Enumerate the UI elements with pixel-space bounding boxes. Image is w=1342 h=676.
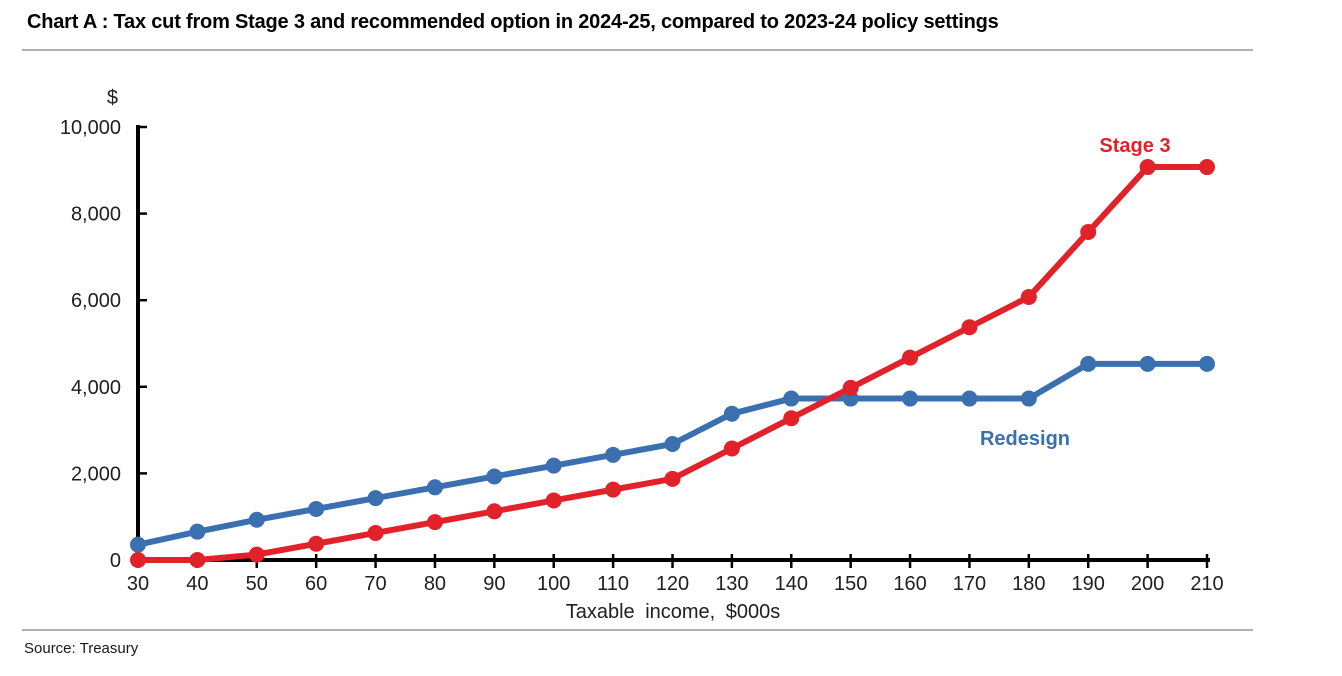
data-point-redesign [1020,390,1037,407]
data-point-stage-3 [248,546,265,563]
top-divider [22,49,1253,51]
data-point-redesign [189,523,206,540]
data-point-stage-3 [605,481,622,498]
x-tick-label: 130 [715,573,748,595]
data-point-stage-3 [1080,224,1097,241]
data-point-stage-3 [486,503,503,520]
x-tick-label: 50 [246,573,268,595]
x-tick-label: 200 [1131,573,1164,595]
y-tick-label: 6,000 [71,290,121,312]
x-tick-label: 150 [834,573,867,595]
x-axis-title: Taxable income, $000s [565,601,781,623]
series-line-redesign [135,360,1210,548]
data-point-stage-3 [426,514,443,531]
x-tick-label: 210 [1190,573,1223,595]
source-note: Source: Treasury [24,640,139,657]
data-point-stage-3 [1199,159,1215,176]
data-point-stage-3 [189,552,206,568]
x-tick-label: 80 [424,573,446,595]
data-point-stage-3 [367,524,384,541]
y-tick-label: 4,000 [71,377,121,399]
data-point-stage-3 [723,440,740,457]
data-point-redesign [545,457,562,474]
x-tick-label: 170 [953,573,986,595]
y-axis-unit-label: $ [106,87,118,109]
x-tick-label: 160 [893,573,926,595]
data-point-stage-3 [902,349,919,366]
y-tick-label: 2,000 [71,463,121,485]
data-point-redesign [723,405,740,422]
x-tick-label: 120 [656,573,689,595]
data-point-redesign [308,500,325,517]
data-point-redesign [1199,355,1215,372]
data-point-stage-3 [961,319,978,336]
data-point-redesign [664,435,681,452]
data-point-redesign [902,390,919,407]
data-point-stage-3 [783,410,800,427]
x-tick-label: 30 [127,573,149,595]
data-point-redesign [605,446,622,463]
x-tick-label: 60 [305,573,327,595]
x-tick-label: 40 [186,573,208,595]
y-tick-label: 10,000 [60,117,121,139]
data-point-stage-3 [1020,288,1037,305]
bottom-divider [22,629,1253,631]
data-point-redesign [486,468,503,485]
x-tick-label: 190 [1072,573,1105,595]
data-point-redesign [248,511,265,528]
chart-title: Chart A : Tax cut from Stage 3 and recom… [27,11,999,33]
y-tick-label: 8,000 [71,204,121,226]
data-point-redesign [783,390,800,407]
data-point-redesign [367,490,384,507]
data-point-stage-3 [842,379,859,396]
x-tick-label: 100 [537,573,570,595]
data-point-redesign [961,390,978,407]
x-tick-label: 180 [1012,573,1045,595]
series-line-stage-3 [135,164,1210,563]
data-point-stage-3 [664,470,681,487]
x-tick-label: 70 [364,573,386,595]
x-tick-label: 110 [597,573,629,595]
x-tick-label: 90 [483,573,505,595]
data-point-redesign [426,479,443,496]
data-point-stage-3 [130,552,146,568]
data-point-redesign [1139,355,1156,372]
series-label-stage-3: Stage 3 [1099,135,1171,157]
series-label-redesign: Redesign [979,428,1071,450]
data-point-stage-3 [308,535,325,552]
data-point-redesign [1080,355,1097,372]
data-point-stage-3 [545,492,562,509]
data-point-stage-3 [1139,159,1156,176]
data-point-redesign [130,536,146,553]
y-tick-label: 0 [110,550,121,572]
x-tick-label: 140 [775,573,808,595]
